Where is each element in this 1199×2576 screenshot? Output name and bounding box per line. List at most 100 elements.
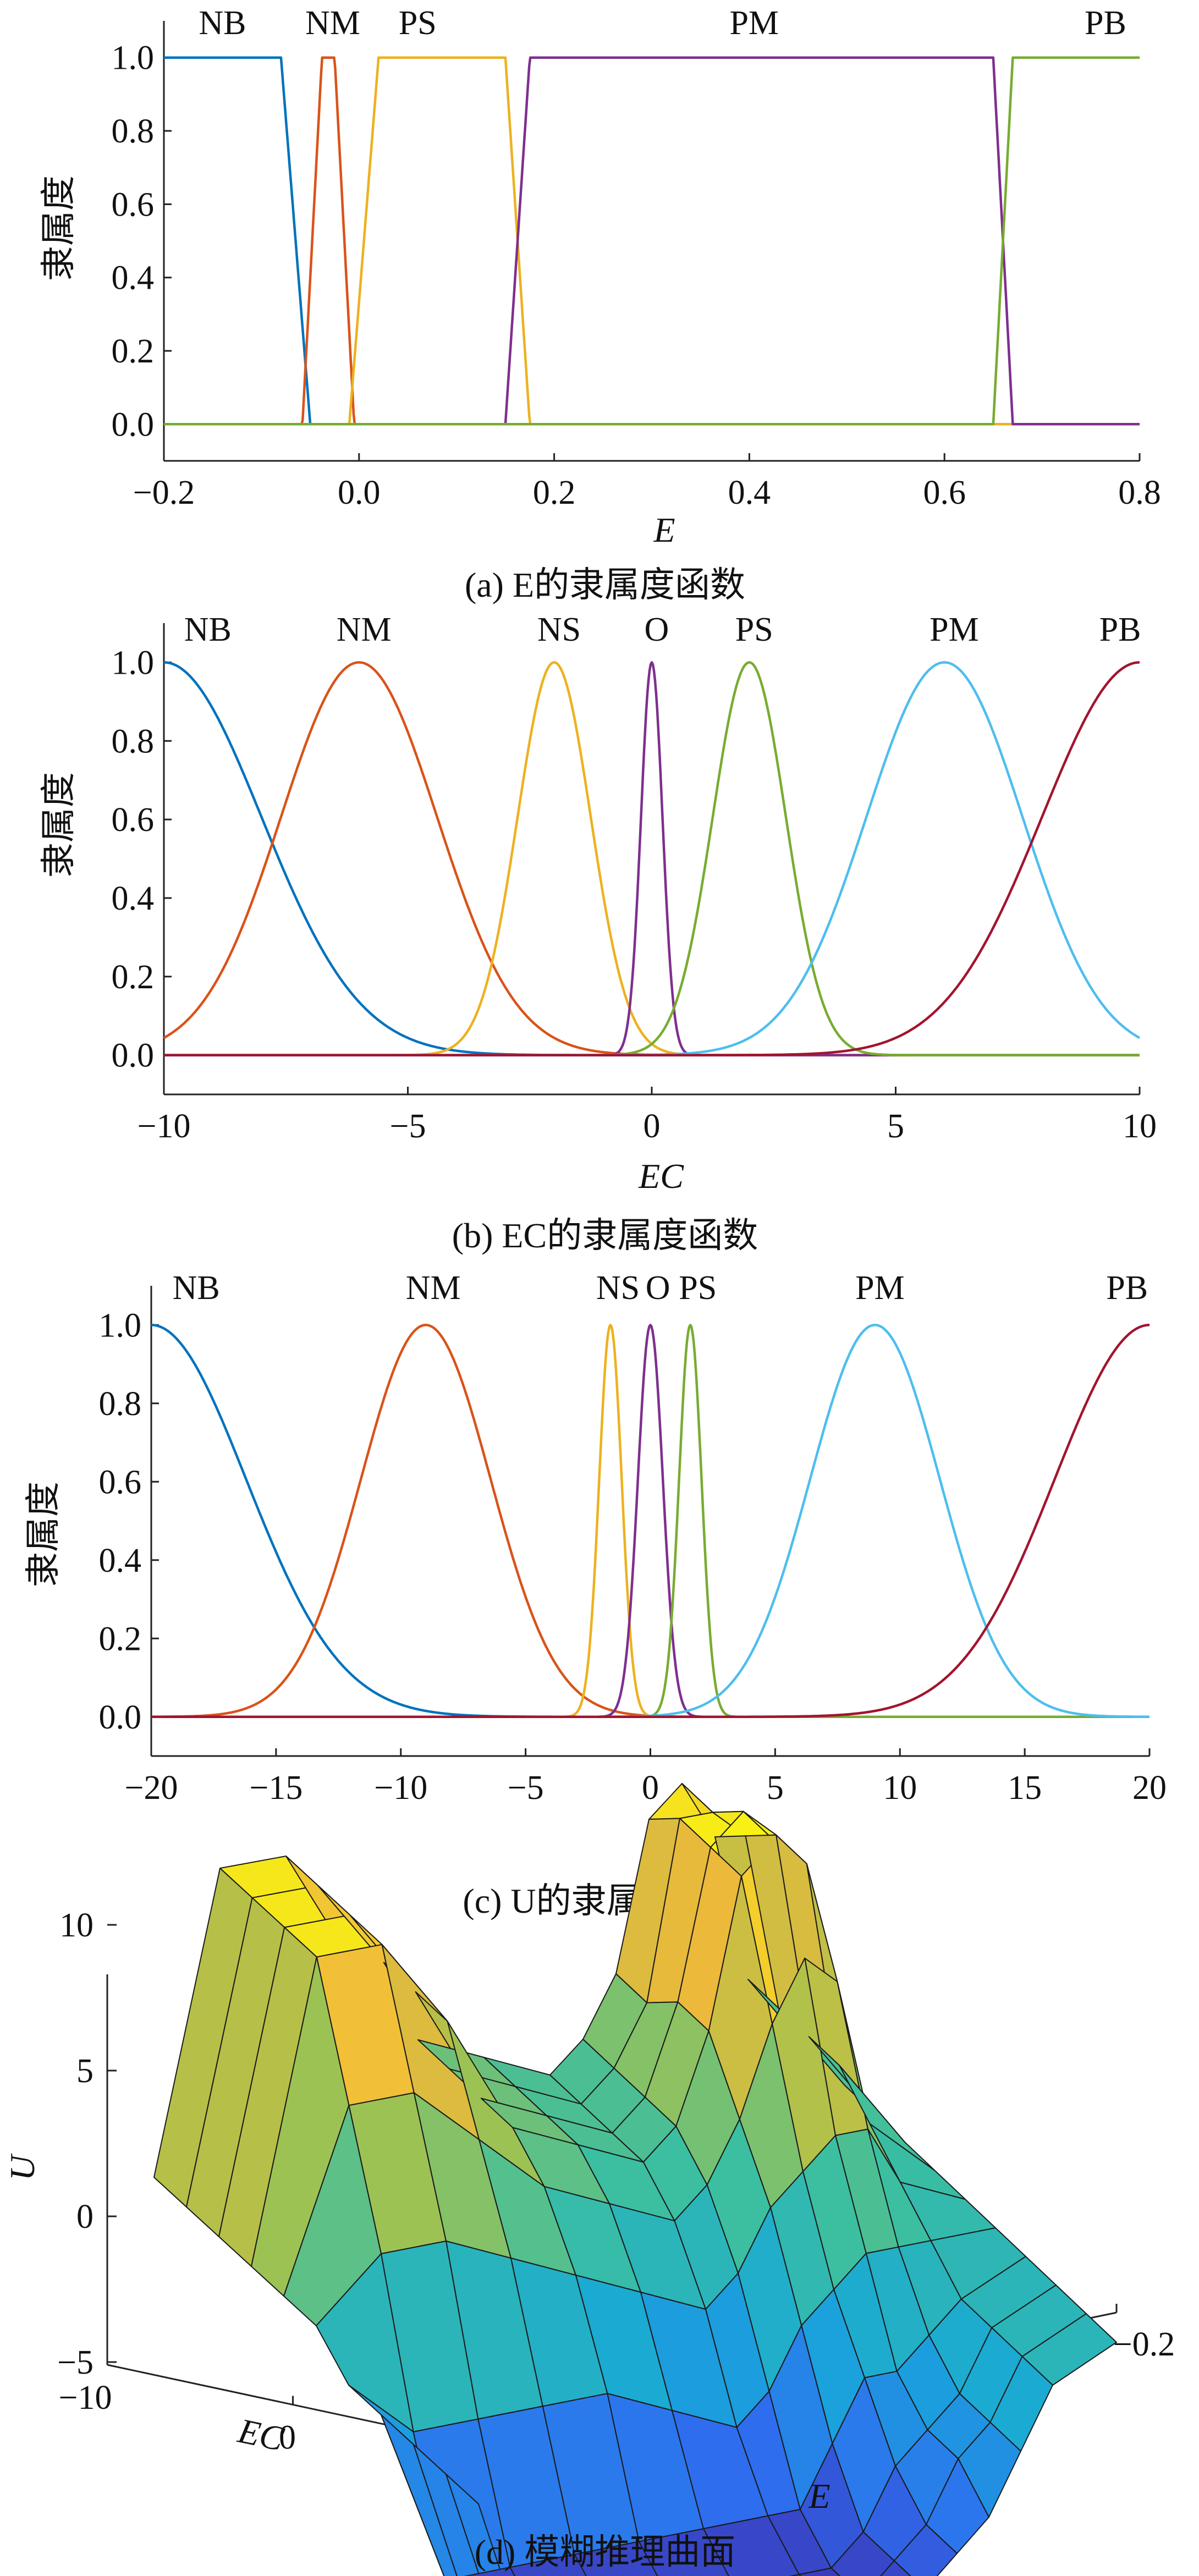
y-tick-label: 0.8 bbox=[112, 723, 155, 760]
y-tick-label: 0.0 bbox=[112, 1037, 155, 1075]
y-tick-label: 0.8 bbox=[112, 113, 155, 150]
chart-d-caption: (d) 模糊推理曲面 bbox=[475, 2533, 736, 2572]
mf-curve-o bbox=[163, 661, 1140, 1056]
mf-curve-pm bbox=[163, 661, 1141, 1056]
surface-patch bbox=[789, 2574, 802, 2576]
chart-d-zlabel: U bbox=[3, 2153, 42, 2181]
x-tick-label: 0.8 bbox=[1118, 474, 1161, 511]
z-tick-label: 0 bbox=[76, 2198, 94, 2236]
chart-a-ylabel: 隶属度 bbox=[39, 175, 78, 281]
mf-curve-ns bbox=[151, 1324, 1150, 1719]
surface-patch bbox=[893, 2524, 958, 2576]
y-tick-label: 0.8 bbox=[99, 1385, 142, 1423]
mf-curve-ps bbox=[151, 1324, 1150, 1719]
y-tick-label: 0.6 bbox=[99, 1463, 142, 1501]
mf-label-pb: PB bbox=[1099, 611, 1141, 648]
x-tick-label: −5 bbox=[508, 1769, 544, 1807]
y-tick-label: 1.0 bbox=[99, 1307, 142, 1344]
z-tick-label: −5 bbox=[57, 2344, 94, 2381]
x-tick-label: 20 bbox=[1132, 1769, 1167, 1807]
z-tick-label: 10 bbox=[59, 1907, 94, 1944]
mf-curve-pb bbox=[163, 661, 1140, 1056]
y-tick-label: 0.0 bbox=[112, 406, 155, 443]
mf-label-nm: NM bbox=[305, 4, 360, 42]
mf-curve-nm bbox=[163, 661, 1140, 1056]
mf-curve-ps bbox=[163, 56, 1140, 426]
y-tick-label: 0.4 bbox=[99, 1542, 142, 1579]
mf-curve-ns bbox=[163, 661, 1140, 1056]
mf-label-ns: NS bbox=[596, 1269, 640, 1307]
chart-c: 0.0 0.2 0.4 0.6 0.8 1.0 −20 −15 −10 −5 0 5 10 15 20 NB N… bbox=[24, 1269, 1167, 1920]
mf-label-pm: PM bbox=[729, 4, 779, 42]
x-tick-label: −5 bbox=[390, 1108, 426, 1145]
mf-label-nb: NB bbox=[173, 1269, 220, 1307]
chart-d-ec-label: EC bbox=[234, 2411, 288, 2459]
mf-label-ns: NS bbox=[537, 611, 581, 648]
ec-tick-label: 0 bbox=[279, 2419, 296, 2457]
y-tick-label: 0.6 bbox=[112, 186, 155, 223]
x-tick-label: 0 bbox=[644, 1108, 661, 1145]
chart-a: 0.0 0.2 0.4 0.6 0.8 1.0 −0.2 0.0 0.2 0.4 0.6 0.8 NB N… bbox=[39, 4, 1161, 604]
mf-curve-nb bbox=[163, 661, 1140, 1056]
y-tick-label: 0.2 bbox=[112, 959, 155, 996]
surface-patch bbox=[638, 2528, 729, 2576]
x-tick-label: −20 bbox=[125, 1769, 178, 1807]
mf-label-nb: NB bbox=[199, 4, 246, 42]
ec-tick-label: −10 bbox=[59, 2379, 112, 2417]
chart-d-e-label: E bbox=[808, 2476, 830, 2516]
y-tick-label: 0.2 bbox=[99, 1620, 142, 1658]
mf-curve-nb bbox=[163, 56, 1140, 426]
e-tick-label: −0.2 bbox=[1113, 2326, 1175, 2363]
chart-b-caption: (b) EC的隶属度函数 bbox=[452, 1216, 758, 1255]
mf-label-nm: NM bbox=[337, 611, 392, 648]
x-tick-label: 15 bbox=[1008, 1769, 1042, 1807]
surface-patch bbox=[509, 2553, 587, 2576]
mf-label-pb: PB bbox=[1085, 4, 1126, 42]
mf-curve-ps bbox=[163, 661, 1140, 1056]
y-tick-label: 0.0 bbox=[99, 1699, 142, 1736]
x-tick-label: 10 bbox=[883, 1769, 917, 1807]
x-tick-label: −0.2 bbox=[133, 474, 195, 511]
x-tick-label: −10 bbox=[374, 1769, 427, 1807]
mf-label-nm: NM bbox=[406, 1269, 461, 1307]
y-tick-label: 0.6 bbox=[112, 801, 155, 839]
surface-faces bbox=[153, 1783, 1117, 2576]
x-tick-label: 0.0 bbox=[338, 474, 381, 511]
x-tick-label: −10 bbox=[138, 1108, 191, 1145]
mf-label-pb: PB bbox=[1106, 1269, 1148, 1307]
mf-label-nb: NB bbox=[184, 611, 232, 648]
surface-patch bbox=[798, 2567, 841, 2576]
mf-label-ps: PS bbox=[399, 4, 437, 42]
surface-patch bbox=[880, 2560, 911, 2576]
chart-a-caption: (a) E的隶属度函数 bbox=[465, 565, 745, 604]
mf-curve-pm bbox=[163, 56, 1140, 426]
chart-c-ylabel: 隶属度 bbox=[24, 1482, 63, 1587]
mf-label-ps: PS bbox=[735, 611, 773, 648]
surface-patch bbox=[703, 2515, 800, 2576]
chart-b: 0.0 0.2 0.4 0.6 0.8 1.0 −10 −5 0 5 10 NB NM NS O PS PM PB… bbox=[39, 611, 1157, 1255]
surface-patch bbox=[574, 2541, 658, 2576]
x-tick-label: 10 bbox=[1123, 1108, 1157, 1145]
mf-curve-pm bbox=[151, 1324, 1150, 1719]
y-tick-label: 0.2 bbox=[112, 333, 155, 370]
x-tick-label: 5 bbox=[767, 1769, 784, 1807]
x-tick-label: 5 bbox=[887, 1108, 904, 1145]
mf-label-ps: PS bbox=[679, 1269, 717, 1307]
chart-b-xlabel: EC bbox=[638, 1157, 684, 1196]
mf-curve-nm bbox=[151, 1324, 1150, 1719]
y-tick-label: 1.0 bbox=[112, 644, 155, 681]
y-tick-label: 0.4 bbox=[112, 880, 155, 917]
mf-label-pm: PM bbox=[930, 611, 979, 648]
mf-curve-o bbox=[151, 1324, 1150, 1719]
mf-label-pm: PM bbox=[855, 1269, 905, 1307]
mf-label-o: O bbox=[644, 611, 669, 648]
y-tick-label: 1.0 bbox=[112, 40, 155, 77]
chart-a-xlabel: E bbox=[653, 510, 675, 549]
x-tick-label: 0.6 bbox=[923, 474, 966, 511]
x-tick-label: 0 bbox=[642, 1769, 659, 1807]
mf-label-o: O bbox=[646, 1269, 670, 1307]
surface-patch bbox=[446, 2474, 503, 2576]
z-tick-label: 5 bbox=[76, 2052, 94, 2090]
